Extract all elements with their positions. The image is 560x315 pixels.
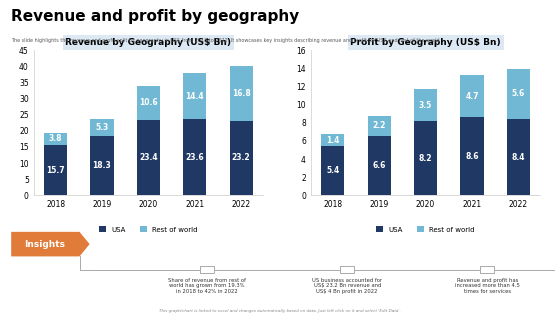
Bar xyxy=(230,121,253,195)
Bar xyxy=(367,135,391,195)
Text: Insights: Insights xyxy=(24,240,66,249)
Bar xyxy=(183,119,207,195)
Bar xyxy=(480,266,494,273)
Bar xyxy=(90,136,114,195)
Bar xyxy=(460,75,484,117)
Bar xyxy=(321,134,344,146)
Bar xyxy=(340,266,354,273)
Text: Revenue and profit by geography: Revenue and profit by geography xyxy=(11,9,300,25)
Bar xyxy=(230,66,253,121)
Bar xyxy=(460,117,484,195)
Bar xyxy=(414,89,437,121)
Text: US business accounted for
US$ 23.2 Bn revenue and
US$ 4 Bn profit in 2022: US business accounted for US$ 23.2 Bn re… xyxy=(312,278,382,294)
Text: 23.4: 23.4 xyxy=(139,153,158,162)
Bar xyxy=(90,119,114,136)
Text: 23.6: 23.6 xyxy=(185,153,204,162)
Text: 8.2: 8.2 xyxy=(419,154,432,163)
Bar xyxy=(321,146,344,195)
Bar xyxy=(200,266,214,273)
Bar xyxy=(137,120,160,195)
Polygon shape xyxy=(11,232,90,256)
Text: 5.4: 5.4 xyxy=(326,166,339,175)
Text: Revenue and profit has
increased more than 4.5
times for services: Revenue and profit has increased more th… xyxy=(455,278,520,294)
Text: 2.2: 2.2 xyxy=(372,121,386,130)
Bar xyxy=(367,116,391,135)
Bar xyxy=(414,121,437,195)
Legend: USA, Rest of world: USA, Rest of world xyxy=(374,224,478,235)
Bar xyxy=(137,86,160,120)
Bar xyxy=(183,73,207,119)
Text: 16.8: 16.8 xyxy=(232,89,250,98)
Text: 5.3: 5.3 xyxy=(95,123,109,132)
Bar xyxy=(507,119,530,195)
Text: 10.6: 10.6 xyxy=(139,98,158,107)
Legend: USA, Rest of world: USA, Rest of world xyxy=(96,224,200,235)
Text: 8.4: 8.4 xyxy=(512,153,525,162)
Text: 4.7: 4.7 xyxy=(465,92,479,100)
Bar xyxy=(44,133,67,145)
Text: 14.4: 14.4 xyxy=(185,92,204,100)
Text: This graph/chart is linked to excel and changes automatically based on data. Jus: This graph/chart is linked to excel and … xyxy=(159,309,401,313)
Text: 8.6: 8.6 xyxy=(465,152,479,161)
Text: 15.7: 15.7 xyxy=(46,165,65,175)
Text: 5.6: 5.6 xyxy=(512,89,525,98)
Title: Revenue by Geography (US$ Bn): Revenue by Geography (US$ Bn) xyxy=(66,38,231,47)
Text: 3.5: 3.5 xyxy=(419,101,432,110)
Text: 18.3: 18.3 xyxy=(92,161,111,170)
Text: 3.8: 3.8 xyxy=(49,134,62,143)
Title: Profit by Geography (US$ Bn): Profit by Geography (US$ Bn) xyxy=(351,38,501,47)
Text: 1.4: 1.4 xyxy=(326,135,339,145)
Bar xyxy=(44,145,67,195)
Text: Share of revenue from rest of
world has grown from 19.3%
in 2018 to 42% in 2022: Share of revenue from rest of world has … xyxy=(168,278,246,294)
Text: 6.6: 6.6 xyxy=(372,161,386,170)
Text: 23.2: 23.2 xyxy=(232,153,250,163)
Bar xyxy=(507,68,530,119)
Text: The slide highlights the revenue and profit split by geography in US$ from 2018 : The slide highlights the revenue and pro… xyxy=(11,38,440,43)
